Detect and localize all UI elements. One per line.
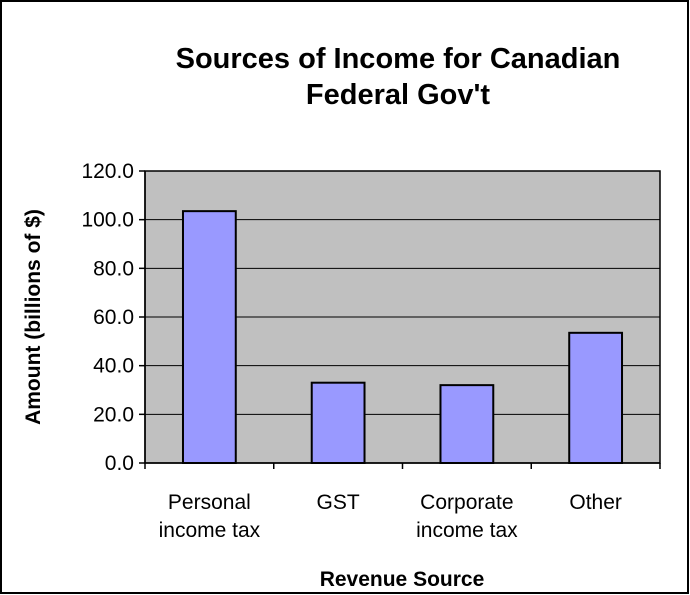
x-tick-label-2-line-0: Corporate	[420, 491, 513, 514]
x-tick-label-0-line-0: Personal	[168, 491, 251, 514]
bar-1	[310, 381, 366, 465]
y-tick-label-0: 0.0	[105, 452, 134, 475]
y-tick-label-3: 60.0	[93, 306, 134, 329]
x-tick-label-3-line-0: Other	[569, 491, 622, 514]
x-tick-label-2-line-1: income tax	[416, 519, 518, 542]
y-tick-label-2: 40.0	[93, 355, 134, 378]
x-tick-labels: Personal income tax GST Corporate income tax…	[159, 491, 622, 542]
y-tick-label-6: 120.0	[81, 160, 134, 183]
y-tick-label-1: 20.0	[93, 403, 134, 426]
chart-title-line-2: Federal Gov't	[306, 79, 491, 111]
bar-2	[439, 384, 495, 464]
y-axis-title: Amount (billions of $)	[22, 209, 45, 425]
bar-3	[568, 331, 624, 465]
y-tick-label-4: 80.0	[93, 257, 134, 280]
x-axis-title: Revenue Source	[320, 568, 485, 591]
x-tick-label-1-line-0: GST	[317, 491, 360, 514]
y-tick-labels: 0.0 20.0 40.0 60.0 80.0 100.0 120.0	[81, 160, 134, 475]
bar-0	[181, 210, 237, 464]
bars	[181, 210, 624, 465]
y-tick-label-5: 100.0	[81, 209, 134, 232]
axes	[139, 170, 661, 469]
x-tick-label-0-line-1: income tax	[159, 519, 261, 542]
chart-title-line-1: Sources of Income for Canadian	[176, 43, 621, 75]
